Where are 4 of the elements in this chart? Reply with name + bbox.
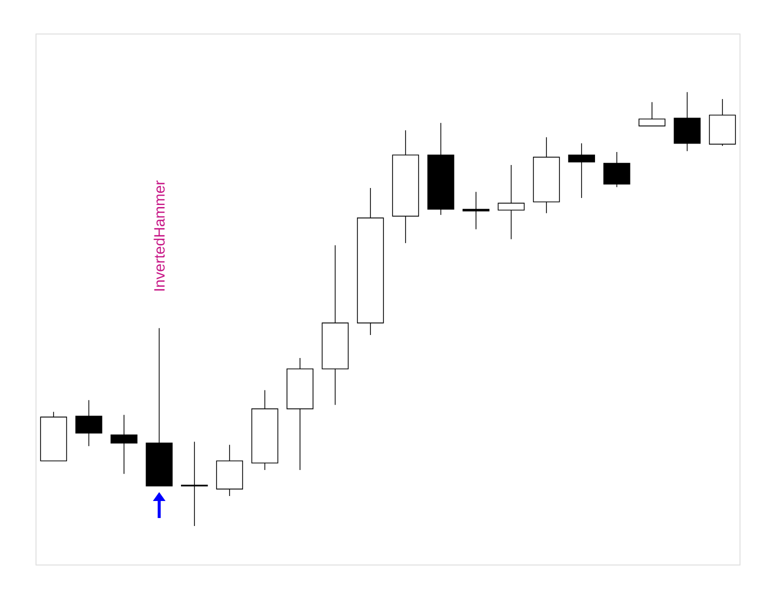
candlestick — [180, 441, 208, 526]
candlestick — [498, 164, 525, 240]
candlestick — [462, 192, 490, 230]
annotation: InvertedHammer — [154, 180, 165, 291]
